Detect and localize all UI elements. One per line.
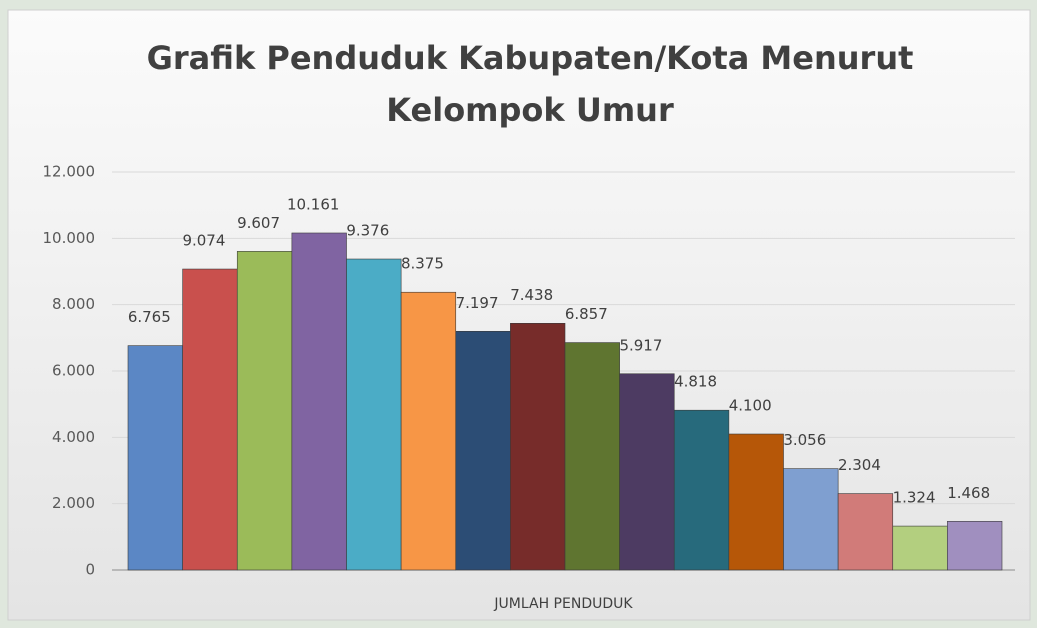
bar bbox=[947, 521, 1003, 571]
value-label: 6.857 bbox=[565, 305, 608, 323]
bar bbox=[564, 342, 620, 571]
bar bbox=[673, 409, 730, 571]
bar bbox=[455, 330, 511, 571]
value-label: 1.468 bbox=[947, 484, 990, 502]
x-tick-label: JUMLAH PENDUDUK bbox=[493, 596, 633, 612]
value-label: 1.324 bbox=[893, 489, 936, 507]
bar bbox=[127, 345, 183, 571]
bar bbox=[837, 493, 894, 571]
y-tick-label: 10.000 bbox=[43, 229, 96, 247]
chart-title: Kelompok Umur bbox=[386, 91, 674, 129]
bar bbox=[619, 373, 675, 571]
value-label: 4.100 bbox=[729, 397, 772, 415]
y-tick-label: 12.000 bbox=[43, 163, 96, 181]
bar bbox=[783, 468, 839, 571]
value-label: 10.161 bbox=[287, 195, 340, 213]
bar bbox=[510, 323, 566, 571]
y-tick-label: 2.000 bbox=[52, 494, 95, 512]
value-label: 6.765 bbox=[128, 308, 171, 326]
value-label: 9.376 bbox=[346, 222, 389, 240]
y-tick-label: 8.000 bbox=[52, 295, 95, 313]
bar bbox=[236, 251, 293, 571]
value-label: 7.438 bbox=[510, 286, 553, 304]
y-tick-label: 0 bbox=[85, 561, 95, 579]
bar bbox=[182, 268, 238, 571]
value-label: 2.304 bbox=[838, 456, 881, 474]
value-label: 9.074 bbox=[182, 232, 225, 250]
value-label: 7.197 bbox=[456, 294, 499, 312]
bar bbox=[892, 525, 948, 571]
bar bbox=[728, 433, 784, 571]
y-tick-label: 6.000 bbox=[52, 362, 95, 380]
value-label: 5.917 bbox=[619, 336, 662, 354]
value-label: 8.375 bbox=[401, 255, 444, 273]
value-label: 9.607 bbox=[237, 214, 280, 232]
chart-title: Grafik Penduduk Kabupaten/Kota Menurut bbox=[147, 39, 914, 77]
bar bbox=[291, 232, 347, 571]
bar bbox=[346, 258, 402, 571]
value-label: 3.056 bbox=[783, 431, 826, 449]
value-label: 4.818 bbox=[674, 373, 717, 391]
bar bbox=[400, 291, 457, 571]
y-tick-label: 4.000 bbox=[52, 428, 95, 446]
